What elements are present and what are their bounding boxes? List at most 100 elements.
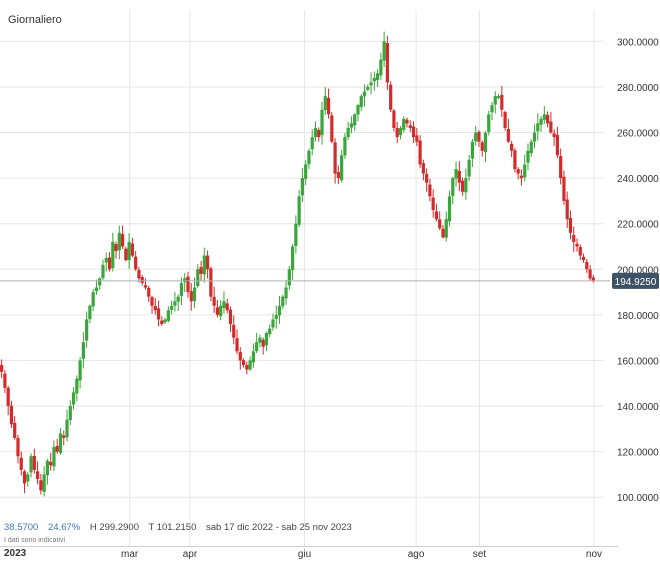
candle-body <box>454 169 458 179</box>
candle-body <box>235 338 239 352</box>
candle-body <box>241 360 246 366</box>
candle-body <box>251 351 255 363</box>
candle-body <box>532 132 537 142</box>
candle-body <box>189 291 193 302</box>
candle-body <box>313 128 318 137</box>
candle-body <box>389 84 393 110</box>
candle-body <box>215 307 220 315</box>
candle-body <box>323 96 327 110</box>
candle-body <box>575 243 579 247</box>
candle-body <box>398 128 403 136</box>
candle-body <box>549 121 553 133</box>
candle-body <box>349 123 354 128</box>
candle-body <box>392 110 396 128</box>
candle-body <box>91 292 95 307</box>
candle-body <box>382 41 386 61</box>
x-tick-label: apr <box>183 549 198 560</box>
candle-body <box>317 129 321 138</box>
candle-body <box>372 77 376 82</box>
candle-body <box>49 461 53 466</box>
candle-body <box>402 118 406 130</box>
candle-body <box>483 132 488 152</box>
candle-body <box>199 267 203 274</box>
candle-body <box>150 297 154 306</box>
candle-body <box>379 59 383 76</box>
candle-body <box>52 447 56 467</box>
candle-body <box>274 314 278 319</box>
period-label[interactable]: Giornaliero <box>8 14 62 26</box>
candle-body <box>117 232 121 251</box>
candle-body <box>68 406 72 421</box>
candle-body <box>147 287 151 297</box>
candle-body <box>88 305 92 320</box>
candle-body <box>346 128 350 138</box>
candle-body <box>196 269 200 287</box>
candle-body <box>163 319 167 323</box>
candle-body <box>98 278 102 286</box>
x-axis-line <box>0 546 618 547</box>
candle-body <box>513 150 517 170</box>
candle-body <box>62 435 66 438</box>
candle-body <box>245 365 249 370</box>
change-abs: 38.5700 <box>4 522 39 533</box>
candle-body <box>536 123 540 132</box>
candle-body <box>474 132 478 142</box>
candle-body <box>205 255 210 270</box>
candle-body <box>294 223 298 246</box>
y-tick-label: 280.0000 <box>617 83 659 94</box>
candle-body <box>506 128 510 142</box>
candle-body <box>111 241 115 268</box>
stats-bar: 38.5700 24.67% H 299.2900 T 101.2150 sab… <box>4 522 359 533</box>
y-tick-label: 120.0000 <box>617 448 659 459</box>
candle-body <box>297 196 301 225</box>
candle-body <box>202 255 206 275</box>
candle-body <box>58 433 63 453</box>
candle-body <box>591 277 595 281</box>
last-price-label: 194.9250 <box>615 277 657 288</box>
candle-body <box>425 173 429 183</box>
candle-body <box>281 296 285 307</box>
candle-body <box>480 142 484 151</box>
candle-body <box>516 169 520 174</box>
x-axis: mar apr giu ago set nov <box>121 549 602 560</box>
y-axis: 100.0000 120.0000 140.0000 160.0000 180.0000… <box>617 37 659 504</box>
x-tick-label: mar <box>121 549 139 560</box>
candle-body <box>490 105 494 113</box>
candle-body <box>353 114 357 126</box>
candle-body <box>333 142 337 174</box>
candle-body <box>101 264 105 279</box>
candle-body <box>255 342 259 352</box>
candle-body <box>127 241 131 261</box>
candle-body <box>19 457 23 470</box>
candle-body <box>447 196 452 222</box>
candle-body <box>304 164 308 179</box>
candle-body <box>81 342 85 359</box>
candle-body <box>35 471 40 479</box>
candle-body <box>192 287 197 302</box>
candle-body <box>248 360 252 370</box>
candle-body <box>588 269 592 279</box>
candle-body <box>369 82 373 86</box>
candle-body <box>29 456 33 473</box>
candle-body <box>519 175 524 179</box>
y-tick-label: 160.0000 <box>617 356 659 367</box>
candle-body <box>85 319 89 341</box>
last-price-marker: 194.9250 <box>0 272 659 289</box>
candle-body <box>16 437 20 457</box>
y-tick-label: 220.0000 <box>617 220 659 231</box>
candle-body <box>395 128 399 138</box>
candle-body <box>261 339 265 347</box>
candle-body <box>284 287 288 299</box>
candle-body <box>418 140 422 165</box>
candle-body <box>415 135 419 142</box>
candle-body <box>39 480 43 491</box>
candle-body <box>65 419 69 438</box>
candle-body <box>366 86 370 90</box>
candle-body <box>22 471 27 484</box>
candle-body <box>0 365 4 372</box>
candle-body <box>510 143 514 151</box>
change-pct: 24.67% <box>47 522 81 533</box>
candle-body <box>238 352 242 361</box>
